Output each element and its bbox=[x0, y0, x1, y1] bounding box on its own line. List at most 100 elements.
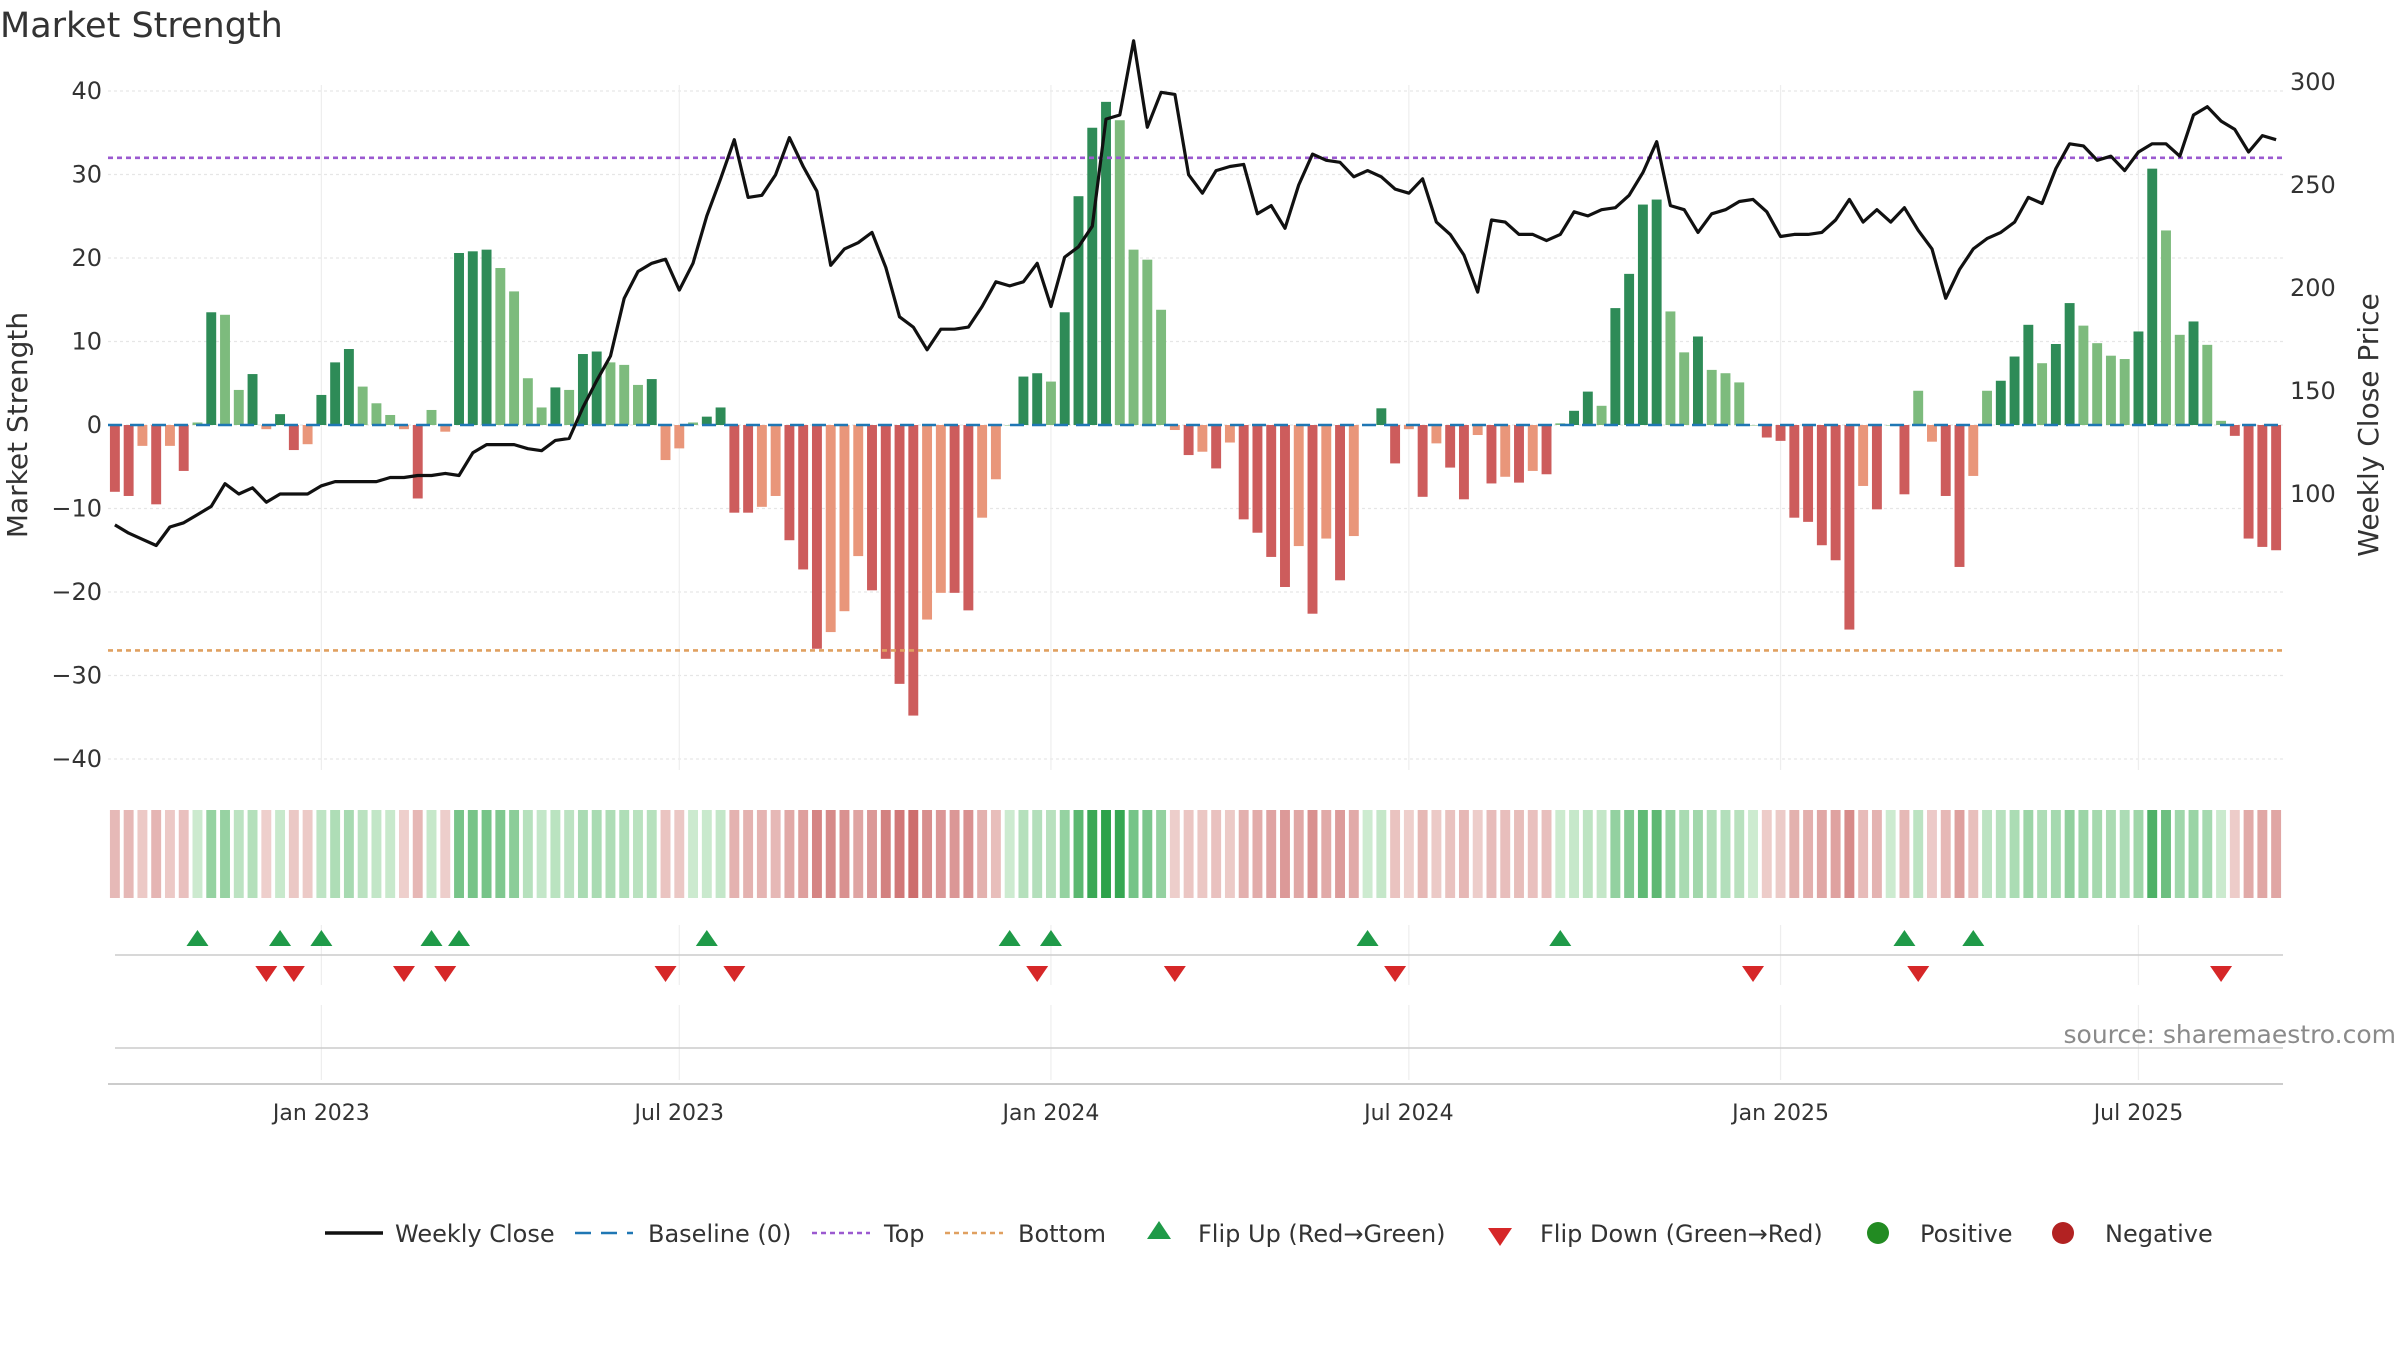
strength-bar bbox=[715, 407, 726, 425]
heat-cell bbox=[1995, 810, 2006, 898]
heat-cell bbox=[1514, 810, 1524, 898]
y-tick-label-left: 30 bbox=[71, 161, 102, 189]
heat-cell bbox=[1885, 810, 1896, 898]
strength-bar bbox=[1458, 425, 1469, 500]
heat-cell bbox=[1748, 810, 1758, 898]
flip-up-marker bbox=[269, 930, 292, 946]
strength-bar bbox=[756, 425, 767, 507]
strength-bar bbox=[151, 425, 162, 505]
strength-bar bbox=[1679, 352, 1690, 425]
heat-cell bbox=[1224, 810, 1235, 898]
strength-bar bbox=[1982, 390, 1992, 425]
strength-bar bbox=[908, 425, 919, 716]
legend-label: Bottom bbox=[1018, 1220, 1106, 1248]
heat-cell bbox=[1596, 810, 1607, 898]
strength-bar bbox=[1610, 308, 1621, 425]
heat-cell bbox=[1679, 810, 1690, 898]
y-tick-label-right: 200 bbox=[2290, 274, 2336, 302]
heat-cell bbox=[1211, 810, 1222, 898]
strength-bar bbox=[412, 425, 423, 499]
strength-bar bbox=[1734, 382, 1745, 425]
heat-cell bbox=[605, 810, 616, 898]
heat-cell bbox=[1637, 810, 1648, 898]
x-tick-label: Jan 2025 bbox=[1730, 1101, 1829, 1126]
strength-bar bbox=[2216, 420, 2227, 425]
flip-up-marker bbox=[998, 930, 1021, 946]
strength-bar bbox=[1995, 380, 2006, 425]
heat-cell bbox=[1142, 810, 1153, 898]
y-tick-label-left: 10 bbox=[71, 328, 102, 356]
strength-bar bbox=[2037, 363, 2048, 425]
strength-bar bbox=[1211, 425, 1222, 469]
strength-bar bbox=[1059, 312, 1070, 425]
strength-bar bbox=[1335, 425, 1345, 581]
strength-bar bbox=[1348, 425, 1359, 537]
heat-cell bbox=[564, 810, 575, 898]
y-tick-label-right: 300 bbox=[2290, 68, 2336, 96]
heat-cell bbox=[1871, 810, 1882, 898]
heat-cell bbox=[591, 810, 602, 898]
flip-down-marker bbox=[1907, 966, 1930, 982]
flip-down-marker bbox=[434, 966, 457, 982]
strength-bar bbox=[2023, 324, 2034, 425]
strength-bar bbox=[1280, 425, 1290, 587]
y-tick-label-right: 150 bbox=[2290, 377, 2336, 405]
strength-bar bbox=[963, 425, 974, 611]
x-tick-label: Jan 2023 bbox=[271, 1101, 370, 1126]
strength-bar bbox=[330, 362, 341, 425]
strength-bar bbox=[399, 425, 409, 430]
strength-bar bbox=[2092, 343, 2103, 425]
legend-label: Flip Up (Red→Green) bbox=[1198, 1220, 1446, 1248]
heat-cell bbox=[922, 810, 933, 898]
heat-cell bbox=[743, 810, 754, 898]
heat-cell bbox=[1266, 810, 1277, 898]
strength-bar bbox=[1128, 249, 1139, 425]
heat-cell bbox=[137, 810, 148, 898]
heat-cell bbox=[1280, 810, 1290, 898]
strength-bar bbox=[894, 425, 905, 684]
weekly-close-line bbox=[114, 39, 2277, 548]
strength-bar bbox=[2133, 331, 2144, 425]
strength-bar bbox=[316, 394, 327, 425]
heat-cell bbox=[1458, 810, 1469, 898]
heat-cell bbox=[109, 810, 120, 898]
strength-bar bbox=[949, 425, 960, 593]
strength-bar bbox=[591, 351, 602, 425]
heat-cell bbox=[1486, 810, 1497, 898]
legend-label: Weekly Close bbox=[395, 1220, 555, 1248]
strength-bar bbox=[1858, 425, 1869, 486]
heat-cell bbox=[1362, 810, 1373, 898]
strength-bar bbox=[302, 425, 313, 445]
flip-up-marker bbox=[1962, 930, 1985, 946]
heat-cell bbox=[2078, 810, 2089, 898]
y-tick-label-left: −10 bbox=[51, 495, 102, 523]
legend-label: Positive bbox=[1920, 1220, 2013, 1248]
heat-cell bbox=[1101, 810, 1111, 898]
heat-cell bbox=[220, 810, 230, 898]
strength-bar bbox=[1624, 273, 1635, 425]
legend-label: Top bbox=[883, 1220, 925, 1248]
heat-cell bbox=[729, 810, 740, 898]
heat-cell bbox=[2229, 810, 2240, 898]
heat-cell bbox=[1789, 810, 1800, 898]
strength-bar bbox=[1472, 425, 1483, 436]
heat-cell bbox=[949, 810, 960, 898]
heat-cell bbox=[1858, 810, 1869, 898]
strength-bar bbox=[164, 425, 175, 446]
heat-cell bbox=[1527, 810, 1538, 898]
heat-cell bbox=[784, 810, 795, 898]
strength-bar bbox=[1073, 196, 1084, 425]
heat-cell bbox=[701, 810, 712, 898]
strength-bar bbox=[1775, 425, 1786, 441]
heat-cell bbox=[688, 810, 699, 898]
strength-bar bbox=[853, 425, 864, 557]
heat-cell bbox=[1761, 810, 1772, 898]
heat-cell bbox=[164, 810, 175, 898]
strength-bar bbox=[1651, 199, 1662, 425]
flip-down-marker bbox=[2210, 966, 2233, 982]
heat-cell bbox=[1059, 810, 1070, 898]
strength-bar bbox=[261, 425, 272, 430]
heat-cell bbox=[2257, 810, 2268, 898]
heat-cell bbox=[2023, 810, 2034, 898]
flip-up-marker bbox=[448, 930, 471, 946]
